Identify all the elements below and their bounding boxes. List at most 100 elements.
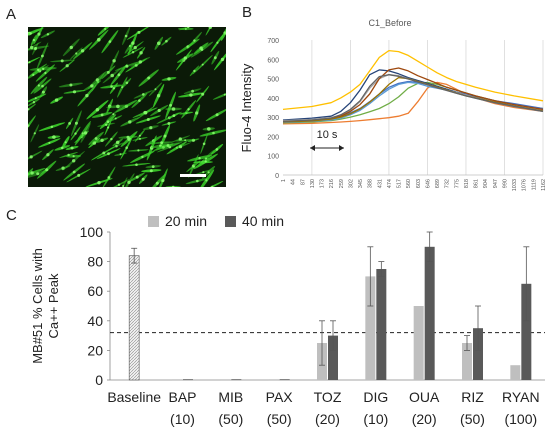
category-label: RIZ — [461, 389, 484, 405]
cell-nucleus — [72, 159, 76, 163]
line-chart-title: C1_Before — [368, 18, 411, 28]
cell-nucleus — [138, 134, 141, 137]
cell-nucleus — [33, 132, 36, 135]
cell-nucleus — [167, 77, 171, 81]
line-chart-x-tick-label: 818 — [464, 179, 470, 188]
cell-nucleus — [90, 84, 94, 88]
cell-nucleus — [85, 93, 89, 98]
cell-nucleus — [104, 28, 107, 30]
legend-label-20min: 20 min — [165, 213, 207, 229]
cell-nucleus — [169, 103, 173, 107]
dose-label: (20) — [315, 411, 340, 427]
cell-nucleus — [41, 84, 44, 88]
cell-nucleus — [60, 59, 64, 63]
cell-nucleus — [119, 153, 122, 156]
cell-nucleus — [41, 54, 44, 58]
cell-nucleus — [81, 132, 84, 135]
cell-nucleus — [131, 41, 135, 45]
bar-bap-20min — [172, 379, 182, 381]
line-chart-x-tick-label: 1033 — [512, 179, 518, 191]
cell-nucleus — [171, 107, 176, 111]
cell-nucleus — [167, 122, 171, 125]
cell-nucleus — [107, 176, 111, 179]
cell-nucleus — [97, 181, 101, 185]
dose-label: (50) — [267, 411, 292, 427]
cell-nucleus — [161, 145, 165, 149]
error-bar-riz-40min — [475, 305, 481, 351]
category-label: RYAN — [502, 389, 540, 405]
cell-nucleus — [28, 124, 30, 127]
cell-nucleus — [69, 45, 73, 50]
cell-nucleus — [95, 108, 100, 112]
cell-nucleus — [116, 104, 120, 109]
line-chart-x-tick-label: 345 — [358, 179, 364, 188]
cell-nucleus — [201, 92, 205, 96]
line-chart-y-axis-label: Fluo-4 Intensity — [239, 63, 254, 152]
cell-nucleus — [54, 98, 59, 102]
cell-nucleus — [141, 177, 145, 181]
dose-label: (20) — [412, 411, 437, 427]
bar-dig-20min — [365, 276, 376, 380]
cell-nucleus — [141, 155, 144, 159]
cell-layer — [28, 27, 226, 187]
line-chart-y-ticks: 0 100 200 300 400 500 600 700 — [267, 38, 279, 180]
cell-nucleus — [70, 146, 74, 150]
cell-nucleus — [117, 73, 121, 77]
cell-nucleus — [155, 181, 159, 185]
line-chart-x-tick-label: 775 — [454, 179, 460, 188]
bar-chart-bars — [128, 231, 532, 381]
cell-nucleus — [72, 155, 75, 158]
line-chart-x-tick-label: 646 — [425, 179, 431, 188]
cell-nucleus — [32, 101, 36, 104]
cell-nucleus — [193, 69, 196, 73]
cell-nucleus — [69, 83, 73, 87]
cell-nucleus — [165, 39, 168, 43]
cell-nucleus — [36, 172, 40, 176]
cell-nucleus — [202, 171, 205, 174]
cell-nucleus — [207, 127, 211, 131]
cell-nucleus — [72, 170, 76, 174]
cell-nucleus — [60, 146, 64, 150]
bar-chart-category-labels: Baseline BAP (10) MIB (50) PAX (50) TOZ (20) DIG (… — [107, 389, 539, 427]
line-chart-x-tick-label: 474 — [387, 179, 393, 188]
line-chart-x-tick-label: 259 — [339, 179, 345, 188]
cell-nucleus — [37, 84, 40, 87]
cell — [28, 168, 34, 181]
ten-second-annotation: 10 s — [310, 129, 344, 151]
cell-nucleus — [142, 93, 145, 96]
bar-bap-40min — [183, 379, 193, 381]
cell-nucleus — [122, 185, 125, 187]
cell-nucleus — [187, 108, 190, 111]
cell-nucleus — [139, 51, 143, 55]
cell-nucleus — [125, 64, 129, 68]
line-chart-x-tick-label: 1162 — [541, 179, 547, 191]
cell-nucleus — [112, 87, 116, 90]
bar-chart-y-label-line1: MB#51 % Cells with — [30, 248, 45, 364]
cell-nucleus — [94, 137, 98, 140]
cell-nucleus — [74, 121, 78, 125]
category-label: MIB — [218, 389, 243, 405]
dose-label: (50) — [460, 411, 485, 427]
cell-nucleus — [200, 48, 204, 51]
error-bar-dig-20min — [367, 246, 374, 307]
ten-second-label: 10 s — [317, 129, 338, 141]
bar-chart-y-tick-label: 40 — [87, 313, 103, 329]
cell-nucleus — [124, 34, 128, 38]
line-chart-x-tick-label: 517 — [397, 179, 403, 188]
cell-nucleus — [196, 179, 199, 183]
cell-nucleus — [201, 63, 204, 66]
line-chart-y-tick-label: 500 — [267, 77, 279, 84]
line-chart-x-tick-label: 216 — [329, 179, 335, 188]
cell-nucleus — [171, 185, 175, 187]
cell-nucleus — [72, 90, 77, 94]
cell-nucleus — [75, 52, 78, 55]
cell-nucleus — [115, 140, 120, 145]
cell-nucleus — [112, 59, 116, 63]
cell-nucleus — [42, 67, 45, 71]
bar-chart-y-tick-label: 20 — [87, 342, 103, 358]
dose-label: (10) — [170, 411, 195, 427]
cell-nucleus — [144, 111, 148, 115]
cell-nucleus — [131, 51, 135, 54]
cell-nucleus — [204, 160, 207, 163]
legend-label-40min: 40 min — [242, 213, 284, 229]
